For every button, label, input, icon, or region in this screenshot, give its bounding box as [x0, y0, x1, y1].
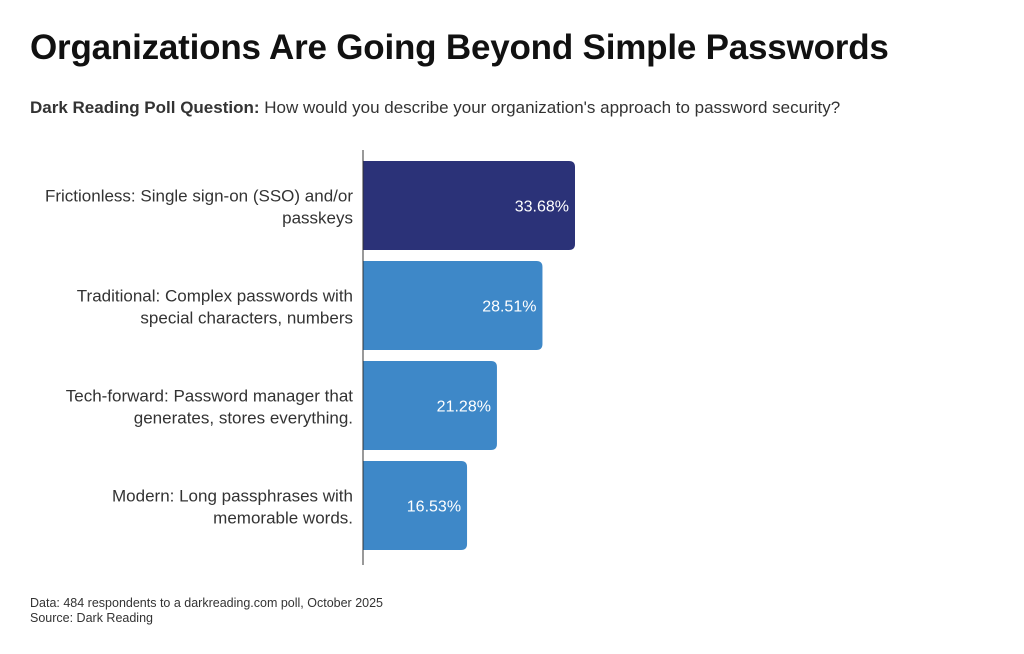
subtitle-lead: Dark Reading Poll Question: [30, 98, 260, 117]
category-label-4: Modern: Long passphrases with memorable w… [112, 487, 353, 528]
value-label-1: 33.68% [515, 199, 569, 216]
value-label-3: 21.28% [437, 399, 491, 416]
category-label-2: Traditional: Complex passwords with speci… [77, 287, 353, 328]
chart-subtitle: Dark Reading Poll Question: How would yo… [30, 98, 840, 118]
category-label-1: Frictionless: Single sign-on (SSO) and/o… [45, 187, 353, 228]
category-label-3: Tech-forward: Password manager that gener… [66, 387, 354, 428]
bar-4 [363, 461, 468, 550]
data-note: Data: 484 respondents to a darkreading.c… [30, 596, 383, 610]
bar-2 [363, 261, 543, 350]
subtitle-question: How would you describe your organization… [259, 98, 841, 117]
chart-title: Organizations Are Going Beyond Simple Pa… [30, 28, 889, 67]
source-note: Source: Dark Reading [30, 611, 153, 625]
chart-footer: Data: 484 respondents to a darkreading.c… [30, 596, 383, 626]
bar-1 [363, 161, 575, 250]
value-label-2: 28.51% [482, 299, 536, 316]
bar-3 [363, 361, 497, 450]
value-label-4: 16.53% [407, 499, 461, 516]
